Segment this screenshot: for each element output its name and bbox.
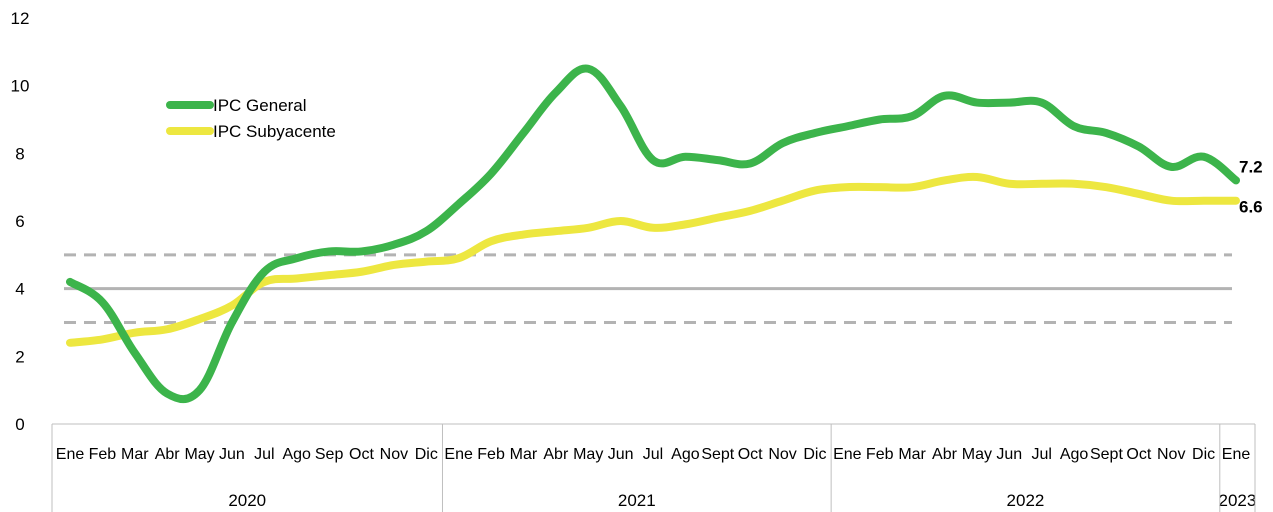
x-tick-label: Mar (510, 446, 538, 463)
x-tick-label: Ago (282, 446, 311, 463)
year-label: 2022 (1007, 491, 1045, 510)
x-tick-label: Nov (768, 446, 796, 463)
x-tick-label: May (962, 446, 992, 463)
end-value-label: 7.2 (1239, 157, 1263, 176)
y-tick-label: 10 (11, 77, 30, 96)
year-label: 2023 (1218, 491, 1256, 510)
x-tick-label: Jul (643, 446, 663, 463)
x-tick-label: Nov (380, 446, 408, 463)
x-tick-label: Jul (1031, 446, 1051, 463)
x-tick-label: Jul (254, 446, 274, 463)
x-tick-label: Dic (1192, 446, 1215, 463)
x-tick-label: Jun (996, 446, 1022, 463)
x-tick-label: May (184, 446, 214, 463)
x-axis-year-labels: 2020 2021 2022 2023 (51, 424, 1256, 512)
x-tick-label: Ago (671, 446, 700, 463)
x-tick-label: Sep (315, 446, 344, 463)
x-tick-label: Dic (803, 446, 826, 463)
series-lines (66, 64, 1240, 404)
series-end-labels: 7.2 6.6 (1239, 157, 1263, 216)
legend-label: IPC Subyacente (213, 122, 336, 141)
x-axis-month-labels: Ene Feb Mar Abr May Jun Jul Ago Sep Oct Nov Dic Ene F… (56, 446, 1251, 463)
y-tick-label: 12 (11, 9, 30, 28)
legend-label: IPC General (213, 96, 307, 115)
x-tick-label: Oct (738, 446, 763, 463)
x-tick-label: Ene (56, 446, 85, 463)
series-line-ipc-general (66, 64, 1240, 404)
x-tick-label: May (573, 446, 603, 463)
x-tick-label: Dic (415, 446, 438, 463)
legend: IPC General IPC Subyacente (166, 96, 336, 141)
y-tick-label: 0 (15, 415, 24, 434)
x-tick-label: Jun (608, 446, 634, 463)
x-tick-label: Sept (701, 446, 734, 463)
x-tick-label: Mar (121, 446, 149, 463)
x-tick-label: Ene (444, 446, 473, 463)
year-label: 2021 (618, 491, 656, 510)
end-value-label: 6.6 (1239, 198, 1263, 217)
y-tick-label: 4 (15, 280, 24, 299)
y-tick-label: 6 (15, 212, 24, 231)
series-line-ipc-subyacente (66, 172, 1240, 347)
y-tick-label: 2 (15, 347, 24, 366)
x-tick-label: Ene (833, 446, 862, 463)
x-tick-label: Abr (543, 446, 569, 463)
x-tick-label: Nov (1157, 446, 1185, 463)
x-tick-label: Jun (219, 446, 245, 463)
x-tick-label: Feb (89, 446, 117, 463)
x-tick-label: Mar (898, 446, 926, 463)
x-tick-label: Ago (1060, 446, 1089, 463)
x-tick-label: Feb (477, 446, 505, 463)
x-tick-label: Ene (1222, 446, 1251, 463)
year-label: 2020 (228, 491, 266, 510)
x-tick-label: Oct (1126, 446, 1151, 463)
x-tick-label: Sept (1090, 446, 1123, 463)
y-axis-ticks: 0 2 4 6 8 10 12 (11, 9, 30, 434)
x-tick-label: Abr (932, 446, 958, 463)
x-tick-label: Abr (155, 446, 181, 463)
x-tick-label: Oct (349, 446, 374, 463)
y-tick-label: 8 (15, 144, 24, 163)
x-tick-label: Feb (866, 446, 894, 463)
